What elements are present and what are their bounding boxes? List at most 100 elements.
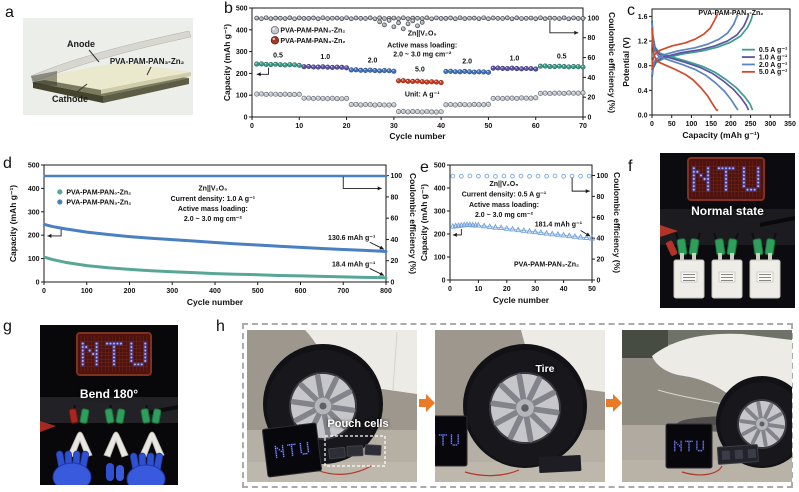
electrolyte-label: PVA-PAM-PAN₃-Zn₂ — [110, 57, 185, 66]
svg-text:60: 60 — [532, 123, 540, 130]
svg-text:100: 100 — [28, 256, 40, 263]
panel-e-cycling-chart: 0 10 20 30 40 500100200300400500020406080100C… — [419, 163, 622, 306]
svg-text:300: 300 — [28, 209, 40, 216]
svg-text:0: 0 — [391, 280, 395, 287]
svg-text:2.0 A g⁻¹: 2.0 A g⁻¹ — [759, 62, 788, 69]
svg-text:100: 100 — [236, 93, 248, 100]
anode-leader-line — [88, 49, 100, 63]
svg-text:Cycle number: Cycle number — [187, 297, 244, 307]
svg-text:2.0 ~ 3.0 mg cm⁻²: 2.0 ~ 3.0 mg cm⁻² — [393, 51, 452, 58]
svg-text:0.5: 0.5 — [273, 52, 283, 59]
svg-text:40: 40 — [560, 286, 568, 293]
panel-g-photo-bend-test — [40, 325, 178, 485]
svg-text:30: 30 — [390, 123, 398, 130]
svg-text:Active mass loading:: Active mass loading: — [469, 202, 539, 209]
svg-text:100: 100 — [588, 15, 600, 22]
svg-text:20: 20 — [391, 258, 399, 265]
svg-text:18.4 mAh g⁻¹: 18.4 mAh g⁻¹ — [332, 262, 376, 269]
svg-text:80: 80 — [597, 194, 605, 201]
anode-layer — [30, 30, 192, 82]
svg-text:300: 300 — [434, 209, 446, 216]
svg-text:Coulombic efficiency (%): Coulombic efficiency (%) — [612, 172, 622, 273]
svg-text:50: 50 — [668, 121, 676, 128]
svg-text:Active mass loading:: Active mass loading: — [178, 206, 248, 213]
electrolyte-edge — [101, 72, 191, 94]
svg-text:100: 100 — [434, 255, 446, 262]
svg-text:1.2: 1.2 — [638, 39, 648, 46]
svg-text:2.0: 2.0 — [462, 58, 472, 65]
panel-c-voltage-profile-chart: 0 50 100 150 200 250 300 350 0.0 0.4 0.8 1.2 1.6 Capa… — [622, 8, 796, 140]
electrolyte-layer — [33, 62, 191, 90]
svg-text:500: 500 — [236, 6, 248, 13]
svg-text:130.6 mAh g⁻¹: 130.6 mAh g⁻¹ — [328, 235, 376, 242]
svg-text:500: 500 — [28, 163, 40, 170]
svg-text:Unit: A g⁻¹: Unit: A g⁻¹ — [405, 91, 440, 98]
svg-text:0.5 A g⁻¹: 0.5 A g⁻¹ — [759, 47, 788, 54]
svg-text:PVA-PAM-PAN₃-Zn₂: PVA-PAM-PAN₃-Zn₂ — [514, 262, 579, 269]
svg-text:200: 200 — [236, 71, 248, 78]
svg-text:100: 100 — [686, 121, 698, 128]
svg-text:5.0 A g⁻¹: 5.0 A g⁻¹ — [759, 69, 788, 76]
svg-text:Zn||V₂O₅: Zn||V₂O₅ — [490, 181, 519, 188]
svg-text:PVA-PAM-PAN₃-Zn₂: PVA-PAM-PAN₃-Zn₂ — [698, 10, 763, 17]
svg-text:1.0: 1.0 — [510, 55, 520, 62]
svg-text:1.6: 1.6 — [638, 14, 648, 21]
svg-text:40: 40 — [597, 236, 605, 243]
tire-label: Tire — [535, 363, 555, 375]
cathode-edge-right — [103, 78, 189, 103]
svg-text:0: 0 — [448, 286, 452, 293]
panel-label-e: e — [420, 159, 429, 176]
panel-h-photo-3-after-rollover — [622, 330, 792, 482]
svg-text:0: 0 — [244, 115, 248, 122]
svg-text:40: 40 — [391, 237, 399, 244]
panel-h-photo-strip — [242, 323, 793, 488]
svg-text:350: 350 — [784, 121, 796, 128]
panel-h-photo-1-pouch-cells — [247, 330, 417, 482]
svg-text:0: 0 — [650, 121, 654, 128]
svg-text:600: 600 — [295, 288, 307, 295]
next-step-arrow-icon — [606, 394, 622, 412]
normal-state-caption: Normal state — [691, 204, 764, 218]
layer-shadow — [31, 71, 57, 86]
svg-text:Capacity (mAh g⁻¹): Capacity (mAh g⁻¹) — [8, 185, 18, 262]
svg-text:2.0 ~ 3.0 mg cm⁻²: 2.0 ~ 3.0 mg cm⁻² — [184, 216, 243, 223]
svg-text:50: 50 — [588, 286, 596, 293]
svg-text:40: 40 — [588, 75, 596, 82]
svg-text:Potential (V): Potential (V) — [622, 37, 631, 87]
svg-text:PVA-PAM-PAN₃-Zn₂: PVA-PAM-PAN₃-Zn₂ — [66, 199, 131, 206]
svg-text:20: 20 — [588, 95, 596, 102]
anode-label: Anode — [67, 39, 95, 49]
svg-text:20: 20 — [597, 257, 605, 264]
panel-label-c: c — [627, 2, 635, 19]
svg-text:80: 80 — [588, 35, 596, 42]
next-step-arrow-icon — [419, 394, 435, 412]
svg-text:200: 200 — [434, 232, 446, 239]
svg-text:0: 0 — [588, 115, 592, 122]
panel-label-h: h — [216, 318, 225, 335]
svg-text:30: 30 — [531, 286, 539, 293]
svg-text:10: 10 — [475, 286, 483, 293]
svg-text:Cycle number: Cycle number — [389, 131, 446, 141]
svg-text:400: 400 — [236, 27, 248, 34]
svg-text:400: 400 — [28, 186, 40, 193]
svg-text:0: 0 — [597, 278, 601, 285]
panel-label-d: d — [3, 155, 12, 172]
panel-h-photo-2-tire-rolling — [435, 330, 605, 482]
svg-text:100: 100 — [597, 173, 609, 180]
svg-text:Active mass loading:: Active mass loading: — [387, 43, 457, 50]
svg-text:60: 60 — [597, 215, 605, 222]
svg-text:Capacity (mAh g⁻¹): Capacity (mAh g⁻¹) — [222, 24, 232, 101]
svg-text:PVA-PAM-PAN₀-Zn₂: PVA-PAM-PAN₀-Zn₂ — [280, 28, 345, 35]
svg-text:800: 800 — [380, 288, 392, 295]
svg-text:100: 100 — [81, 288, 93, 295]
svg-text:500: 500 — [434, 163, 446, 170]
panel-label-f: f — [628, 158, 633, 175]
panel-label-a: a — [5, 4, 14, 21]
svg-text:70: 70 — [579, 123, 587, 130]
svg-text:Cycle number: Cycle number — [493, 295, 550, 305]
svg-text:200: 200 — [124, 288, 136, 295]
svg-text:0.4: 0.4 — [638, 88, 648, 95]
cathode-label: Cathode — [52, 94, 88, 104]
svg-text:400: 400 — [434, 186, 446, 193]
svg-text:60: 60 — [588, 55, 596, 62]
